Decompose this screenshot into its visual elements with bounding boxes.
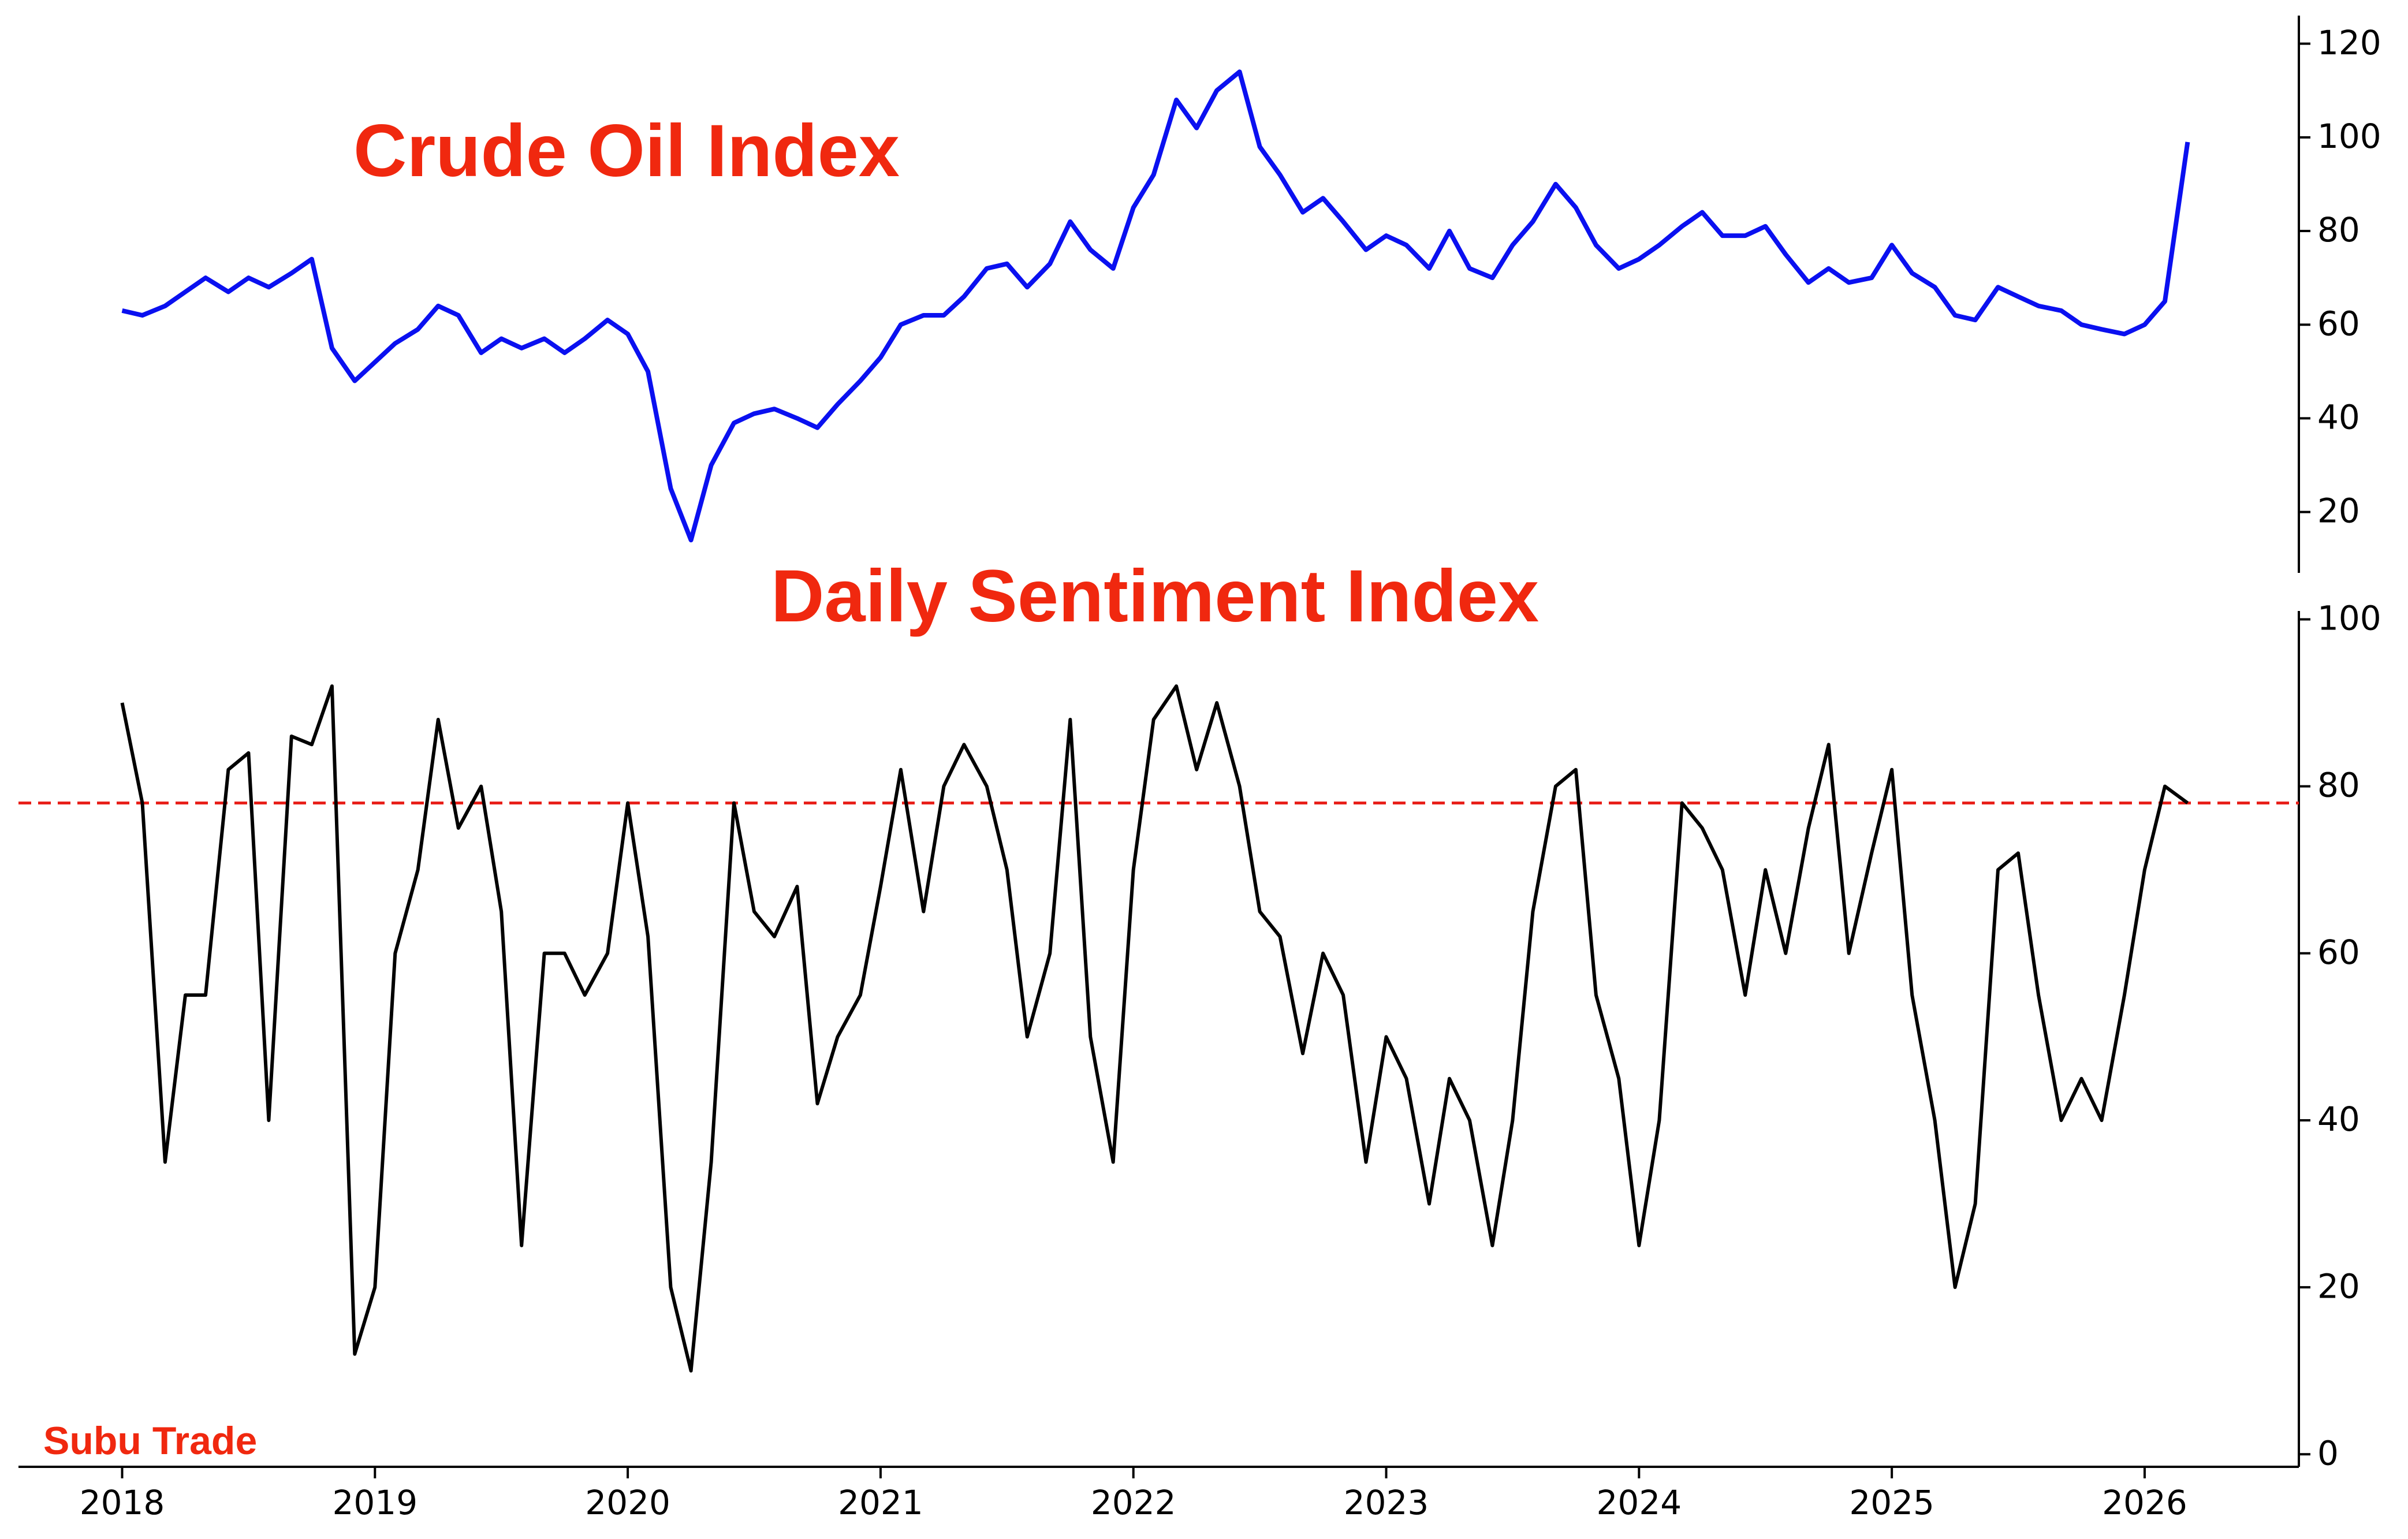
y-tick-label: 80 [2317, 210, 2360, 249]
y-tick-label: 40 [2317, 398, 2360, 437]
watermark: Subu Trade [43, 1419, 257, 1463]
y-tick-label: 60 [2317, 304, 2360, 343]
y-tick-label: 100 [2317, 599, 2381, 638]
x-tick-label: 2020 [585, 1483, 670, 1522]
x-tick-label: 2019 [333, 1483, 418, 1522]
x-tick-label: 2025 [1849, 1483, 1934, 1522]
data-line [120, 684, 2189, 1373]
y-tick-label: 0 [2317, 1433, 2339, 1473]
x-tick-label: 2024 [1597, 1483, 1682, 1522]
y-tick-label: 20 [2317, 1266, 2360, 1306]
y-tick-label: 40 [2317, 1100, 2360, 1139]
x-tick-label: 2022 [1091, 1483, 1176, 1522]
x-tick-label: 2021 [838, 1483, 923, 1522]
y-tick-label: 80 [2317, 766, 2360, 805]
y-tick-label: 120 [2317, 23, 2381, 62]
y-tick-label: 60 [2317, 933, 2360, 972]
chart-title: Daily Sentiment Index [771, 555, 1539, 638]
x-tick-label: 2023 [1344, 1483, 1429, 1522]
x-tick-label: 2018 [80, 1483, 165, 1522]
chart-title: Crude Oil Index [353, 110, 900, 192]
y-tick-label: 20 [2317, 491, 2360, 531]
x-tick-label: 2026 [2102, 1483, 2187, 1522]
data-line [121, 69, 2190, 543]
y-tick-label: 100 [2317, 117, 2381, 156]
